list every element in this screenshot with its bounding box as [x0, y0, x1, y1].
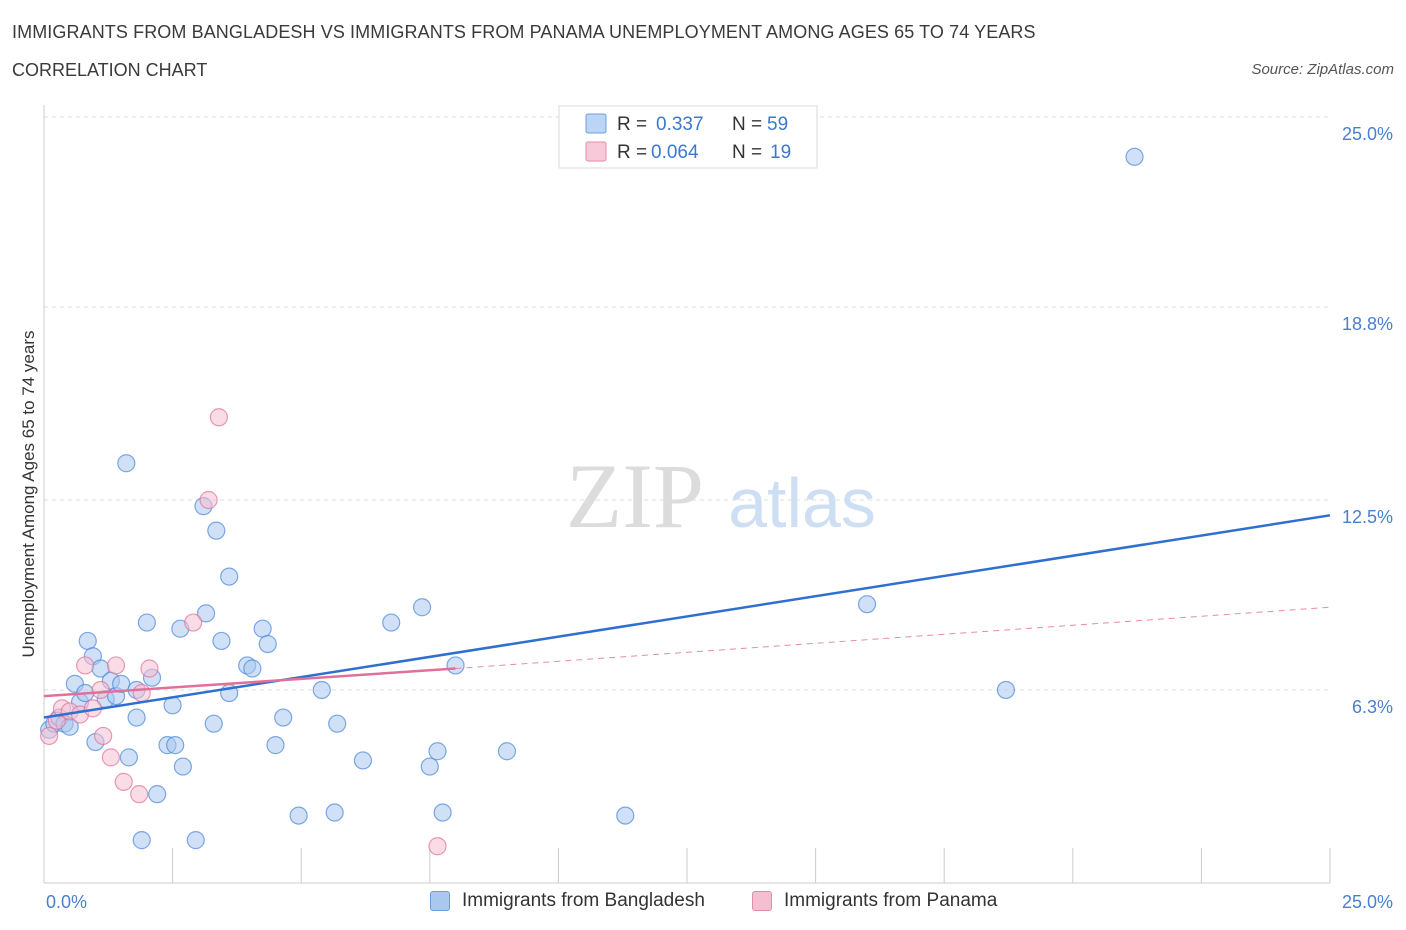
point-bangladesh-51 [428, 742, 447, 761]
point-bangladesh-20 [132, 831, 151, 850]
x-tick-label-0: 0.0% [46, 892, 87, 912]
point-panama-12 [132, 683, 151, 703]
point-bangladesh-32 [204, 714, 223, 733]
stats-n-value-1: 59 [767, 114, 788, 135]
point-panama-7 [91, 680, 110, 700]
point-bangladesh-56 [857, 595, 877, 614]
point-bangladesh-47 [353, 751, 373, 770]
source-credit: Source: ZipAtlas.com [1251, 61, 1394, 78]
stats-n-label-1: N = [732, 114, 762, 135]
point-bangladesh-18 [127, 708, 146, 727]
point-bangladesh-49 [412, 598, 432, 617]
y-tick-label-0: 6.3% [1352, 697, 1393, 717]
point-bangladesh-53 [446, 656, 465, 675]
point-bangladesh-28 [173, 757, 192, 776]
point-bangladesh-44 [312, 680, 331, 700]
point-panama-14 [140, 659, 159, 678]
legend-item-panama[interactable]: Immigrants from Panama [752, 890, 997, 912]
point-bangladesh-16 [117, 454, 136, 473]
point-bangladesh-42 [274, 708, 293, 727]
x-tick-label-1: 25.0% [1342, 892, 1393, 912]
trend-line-bangladesh [43, 514, 1331, 719]
legend-swatch-bangladesh [430, 891, 450, 911]
trend-line-panama-extension [455, 606, 1331, 670]
point-bangladesh-29 [186, 831, 205, 850]
stats-box: R = 0.337 N = 59 R = 0.064 N = 19 [558, 105, 818, 169]
point-panama-18 [428, 837, 447, 856]
point-bangladesh-34 [212, 631, 231, 651]
stats-swatch-panama [585, 141, 607, 162]
point-panama-0 [40, 726, 59, 746]
tick-labels: 6.3% 12.5% 18.8% 25.0% 0.0% 25.0% [46, 124, 1393, 912]
stats-swatch-bangladesh [585, 113, 607, 134]
point-panama-13 [130, 785, 149, 804]
point-bangladesh-21 [137, 613, 156, 632]
point-panama-8 [94, 726, 113, 746]
point-bangladesh-46 [328, 714, 347, 733]
point-bangladesh-55 [616, 806, 635, 825]
stats-r-label-2: R = [617, 142, 647, 163]
stats-n-value-2: 19 [770, 142, 791, 163]
stats-n-label-2: N = [732, 142, 762, 163]
y-axis-label: Unemployment Among Ages 65 to 74 years [19, 331, 38, 658]
point-bangladesh-39 [253, 619, 272, 638]
watermark-zip: ZIP [566, 445, 704, 547]
point-bangladesh-57 [996, 680, 1016, 700]
y-tick-label-1: 12.5% [1342, 507, 1393, 527]
point-bangladesh-33 [207, 521, 226, 540]
legend-item-bangladesh[interactable]: Immigrants from Bangladesh [430, 890, 705, 912]
point-bangladesh-17 [119, 748, 138, 767]
y-tick-label-3: 25.0% [1342, 124, 1393, 144]
chart-subtitle: CORRELATION CHART [12, 60, 208, 80]
point-bangladesh-43 [289, 806, 308, 825]
point-bangladesh-48 [382, 613, 401, 632]
point-bangladesh-8 [78, 631, 97, 651]
grid-lines [44, 116, 1330, 691]
point-bangladesh-15 [112, 674, 131, 693]
trend-line-panama [43, 667, 456, 698]
axes [43, 105, 1331, 884]
point-panama-11 [114, 772, 133, 791]
stats-r-value-1: 0.337 [656, 114, 704, 135]
watermark: ZIP atlas [566, 445, 876, 547]
point-bangladesh-23 [148, 785, 167, 804]
point-bangladesh-40 [258, 634, 277, 654]
chart-title: IMMIGRANTS FROM BANGLADESH VS IMMIGRANTS… [12, 22, 1036, 42]
point-bangladesh-31 [196, 604, 216, 623]
watermark-atlas: atlas [728, 464, 876, 542]
legend-swatch-panama [752, 891, 772, 911]
trend-lines [43, 514, 1331, 719]
data-points [40, 147, 1144, 856]
legend-label-panama: Immigrants from Panama [784, 890, 998, 911]
point-bangladesh-54 [497, 742, 517, 761]
point-bangladesh-45 [325, 803, 344, 822]
point-bangladesh-58 [1125, 147, 1144, 166]
point-bangladesh-50 [420, 757, 439, 776]
point-panama-9 [101, 748, 120, 767]
point-bangladesh-26 [166, 736, 185, 755]
y-tick-label-2: 18.8% [1342, 314, 1393, 334]
point-bangladesh-41 [266, 736, 285, 755]
stats-r-value-2: 0.064 [651, 142, 699, 163]
point-panama-17 [209, 408, 228, 427]
point-bangladesh-36 [220, 567, 239, 586]
point-bangladesh-38 [243, 659, 262, 678]
point-bangladesh-52 [433, 803, 452, 822]
point-panama-15 [184, 613, 203, 632]
legend-label-bangladesh: Immigrants from Bangladesh [462, 890, 705, 911]
stats-r-label-1: R = [617, 114, 647, 135]
point-panama-10 [106, 656, 126, 675]
point-panama-16 [199, 490, 218, 510]
point-panama-5 [76, 656, 95, 675]
